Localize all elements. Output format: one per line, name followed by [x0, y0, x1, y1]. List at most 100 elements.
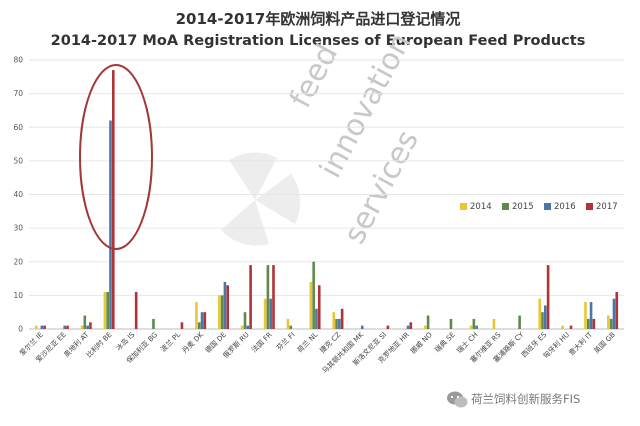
bar — [541, 312, 544, 329]
bar — [218, 295, 221, 329]
bar — [386, 325, 390, 329]
bar — [223, 281, 227, 329]
bar — [449, 318, 453, 329]
bar — [423, 325, 427, 329]
bar — [109, 120, 112, 330]
bar — [40, 325, 44, 329]
watermark-logo: feed innovation services — [221, 28, 426, 250]
bar — [607, 315, 610, 329]
bar — [249, 265, 252, 329]
y-tick-label: 40 — [13, 190, 23, 199]
bar — [475, 325, 478, 329]
y-axis: 0 10 20 30 40 50 60 70 80 — [13, 56, 23, 334]
legend-label: 2015 — [512, 202, 534, 212]
bar — [340, 308, 344, 329]
bar — [584, 302, 587, 329]
bar — [592, 318, 596, 329]
bar — [286, 318, 290, 329]
bar — [269, 298, 272, 329]
chart-title: 2014-2017年欧洲饲料产品进口登记情况 — [176, 10, 461, 28]
bar — [317, 285, 321, 329]
bar — [569, 325, 573, 329]
y-tick-label: 60 — [13, 123, 23, 132]
x-tick-label: 挪威 NO — [408, 330, 434, 356]
bar — [83, 315, 87, 329]
y-tick-label: 20 — [13, 257, 23, 266]
bar — [586, 318, 590, 329]
bar — [197, 322, 201, 329]
bar — [469, 325, 473, 329]
bar — [472, 318, 476, 329]
bar — [360, 325, 364, 329]
bar — [289, 325, 293, 329]
bar — [589, 302, 593, 329]
legend-swatch — [586, 203, 593, 210]
bar — [43, 325, 46, 329]
bar — [106, 292, 109, 329]
bar — [338, 318, 341, 329]
bar — [80, 325, 84, 329]
bar — [612, 298, 616, 329]
footer-text: 荷兰饲料创新服务FIS — [471, 392, 580, 406]
bar — [103, 292, 107, 329]
bar — [203, 312, 207, 329]
bar — [544, 305, 547, 329]
bar — [86, 325, 89, 329]
y-tick-label: 50 — [13, 156, 23, 165]
bar — [426, 315, 430, 329]
bar — [518, 315, 521, 329]
y-tick-label: 10 — [13, 291, 23, 300]
bar — [66, 325, 69, 329]
legend: 2014 2015 2016 2017 — [460, 202, 618, 212]
x-tick-label: 马其顿共和国 MK — [320, 330, 365, 375]
bar — [134, 292, 138, 329]
x-tick-label: 瑞典 SE — [433, 330, 457, 354]
legend-swatch — [460, 203, 467, 210]
bar — [240, 325, 244, 329]
bar — [409, 322, 413, 329]
x-tick-label: 法国 FR — [250, 330, 274, 354]
footer-badge: 荷兰饲料创新服务FIS — [447, 391, 580, 408]
bar — [546, 265, 550, 329]
bar — [332, 312, 336, 329]
bar — [538, 298, 542, 329]
bar — [309, 281, 313, 329]
bar — [63, 325, 67, 329]
bar — [226, 285, 230, 329]
bar — [272, 265, 275, 329]
highlight-circle — [79, 64, 153, 250]
bar — [246, 325, 250, 329]
bar — [89, 322, 92, 329]
bar — [200, 312, 204, 329]
bar — [609, 318, 613, 329]
gridlines — [29, 59, 624, 330]
x-tick-label: 波兰 PL — [159, 330, 183, 354]
bar — [195, 302, 198, 329]
legend-label: 2017 — [596, 202, 618, 212]
bar — [492, 318, 496, 329]
bar — [220, 295, 224, 329]
bar — [34, 325, 38, 329]
fan-logo-icon — [221, 152, 301, 246]
x-tick-label: 英国 GB — [592, 330, 617, 355]
bar — [312, 261, 315, 329]
bar — [406, 325, 410, 329]
bar — [561, 325, 564, 329]
bar — [315, 308, 318, 329]
bars — [34, 70, 619, 330]
y-tick-label: 70 — [13, 89, 23, 98]
bar — [263, 298, 267, 329]
x-tick-label: 丹麦 DK — [180, 330, 205, 355]
x-tick-label: 芬兰 FI — [274, 330, 296, 352]
legend-label: 2014 — [470, 202, 492, 212]
bar — [243, 312, 247, 329]
y-tick-label: 80 — [13, 56, 23, 65]
chart-subtitle: 2014-2017 MoA Registration Licenses of E… — [51, 33, 586, 49]
legend-swatch — [502, 203, 509, 210]
legend-label: 2016 — [554, 202, 576, 212]
x-tick-label: 冰岛 IS — [114, 330, 137, 353]
legend-swatch — [544, 203, 551, 210]
y-tick-label: 0 — [18, 325, 23, 334]
